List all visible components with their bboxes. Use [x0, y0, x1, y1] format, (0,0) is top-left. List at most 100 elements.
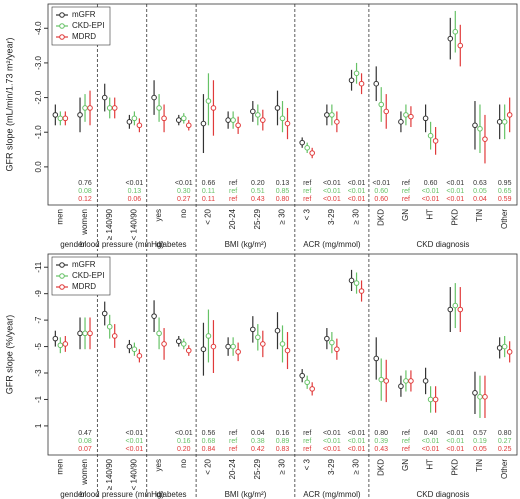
legend-label: CKD-EPI	[72, 21, 104, 30]
point	[106, 105, 113, 111]
point	[126, 119, 133, 125]
legend-marker	[59, 262, 65, 268]
p-value: ref	[402, 430, 410, 437]
p-value: 0.43	[251, 196, 265, 203]
point	[477, 125, 483, 132]
p-value: 0.39	[374, 438, 388, 445]
x-tick-label: < 3	[302, 208, 311, 220]
point	[101, 94, 108, 101]
y-tick-label: 0.0	[34, 161, 43, 173]
y-tick-label: -1.0	[34, 125, 43, 139]
plot-frame	[47, 253, 518, 456]
point	[87, 330, 93, 337]
point	[457, 42, 464, 49]
x-tick-label: no	[179, 208, 188, 217]
point	[57, 115, 64, 122]
p-value: <0.01	[446, 446, 464, 453]
p-value: <0.01	[446, 180, 464, 187]
p-value: 0.80	[374, 430, 388, 437]
point	[180, 115, 187, 122]
point	[106, 323, 113, 330]
p-value: <0.01	[422, 196, 440, 203]
p-value: 0.59	[498, 196, 512, 203]
p-value: 0.68	[202, 438, 216, 445]
point	[403, 378, 409, 384]
x-tick-label: < 20	[204, 208, 213, 224]
x-tick-label: DKD	[376, 459, 385, 476]
point	[452, 302, 459, 309]
point	[373, 355, 380, 362]
p-value: 0.30	[177, 188, 191, 195]
p-value: 0.60	[374, 188, 388, 195]
y-axis-label: GFR slope (%/year)	[4, 315, 14, 395]
point	[477, 394, 483, 400]
point	[255, 112, 261, 118]
point	[348, 277, 355, 284]
point	[334, 346, 340, 353]
p-value: <0.01	[323, 188, 341, 195]
group-label: CKD diagnosis	[416, 490, 469, 499]
point	[279, 115, 286, 122]
point	[348, 77, 355, 84]
p-value: 0.66	[202, 180, 216, 187]
x-tick-label: GN	[401, 209, 410, 221]
group-label: blood pressure (mmHg)	[80, 240, 164, 249]
p-value: 0.80	[276, 196, 290, 203]
x-tick-label: yes	[154, 209, 163, 221]
p-value: 0.16	[177, 438, 191, 445]
p-value: ref	[229, 438, 237, 445]
point	[353, 280, 360, 286]
group-label: diabetes	[156, 490, 186, 499]
point	[205, 333, 212, 339]
point	[62, 341, 69, 347]
x-tick-label: HT	[426, 459, 435, 470]
point	[284, 347, 291, 354]
y-tick-label: 1	[34, 423, 43, 428]
p-value: <0.01	[422, 446, 440, 453]
point	[235, 122, 241, 129]
point	[274, 105, 281, 111]
point	[422, 378, 429, 384]
group-label: CKD diagnosis	[416, 240, 469, 249]
p-value: <0.01	[126, 446, 144, 453]
p-value: ref	[229, 446, 237, 453]
point	[131, 115, 138, 122]
x-tick-label: 20-24	[228, 458, 237, 479]
p-value: 0.13	[276, 180, 290, 187]
p-value: ref	[402, 446, 410, 453]
p-value: <0.01	[348, 438, 366, 445]
point	[111, 333, 118, 339]
point	[205, 98, 212, 104]
p-value: 0.13	[128, 188, 142, 195]
p-value: 0.56	[202, 430, 216, 437]
group-label: BMI (kg/m²)	[225, 240, 267, 249]
p-value: 0.80	[498, 430, 512, 437]
legend-marker	[59, 273, 65, 279]
y-axis-label: GFR slope (mL/min/1.73 m²/year)	[4, 37, 14, 171]
x-tick-label: 3-29	[327, 208, 336, 225]
point	[408, 378, 414, 384]
point	[156, 330, 162, 337]
p-value: 0.84	[202, 446, 216, 453]
point	[52, 335, 59, 342]
x-tick-label: women	[80, 459, 89, 486]
x-tick-label: men	[55, 209, 64, 225]
legend-label: CKD-EPI	[72, 271, 104, 280]
point	[77, 112, 83, 118]
p-value: 0.42	[251, 446, 265, 453]
point	[111, 105, 118, 111]
p-value: 0.89	[276, 438, 290, 445]
point	[353, 70, 360, 77]
legend-label: mGFR	[72, 10, 96, 19]
point	[304, 145, 310, 151]
p-value: <0.01	[348, 196, 366, 203]
legend-marker	[59, 23, 65, 29]
point	[358, 288, 365, 294]
p-value: <0.01	[446, 196, 464, 203]
point	[260, 117, 266, 123]
point	[284, 120, 291, 127]
point	[151, 313, 157, 319]
x-tick-label: 25-29	[253, 458, 262, 479]
p-value: 0.40	[424, 430, 438, 437]
x-tick-label: < 20	[204, 458, 213, 474]
